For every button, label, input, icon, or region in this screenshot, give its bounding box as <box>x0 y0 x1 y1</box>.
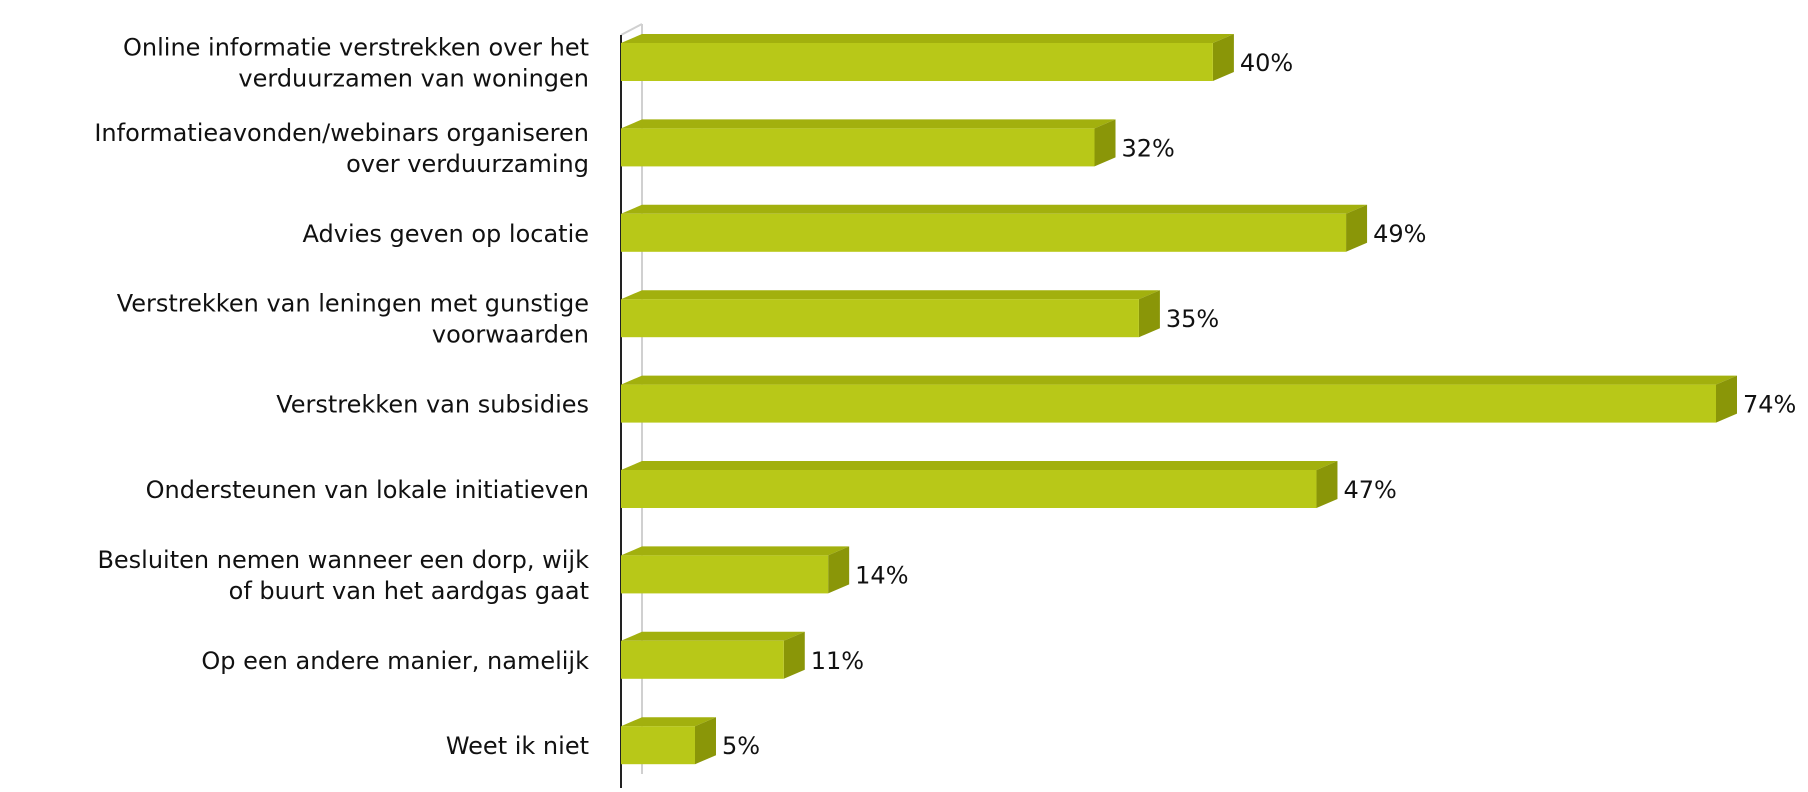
category-label: Verstrekken van subsidies <box>276 391 589 419</box>
category-label: verduurzamen van woningen <box>238 65 589 93</box>
bar-top-face <box>621 290 1160 300</box>
bar <box>621 299 1139 338</box>
data-label: 49% <box>1373 220 1426 248</box>
bar <box>621 384 1716 423</box>
bar-side-face <box>828 546 850 594</box>
category-label: Ondersteunen van lokale initiatieven <box>146 476 589 504</box>
data-label: 14% <box>855 561 908 589</box>
bar-top-face <box>621 631 805 641</box>
bar-top-face <box>621 461 1338 470</box>
bar-top-face <box>621 717 716 727</box>
bar-side-face <box>1094 119 1116 167</box>
bar-side-face <box>694 717 716 765</box>
bar-group <box>621 204 1368 252</box>
category-label: Weet ik niet <box>446 732 589 760</box>
bar <box>621 213 1347 252</box>
bar <box>621 640 784 679</box>
category-label: of buurt van het aardgas gaat <box>229 577 589 605</box>
data-label: 11% <box>811 647 864 675</box>
bar-group <box>621 717 716 765</box>
data-label: 5% <box>722 732 760 760</box>
category-label: Online informatie verstrekken over het <box>123 34 589 62</box>
bar-side-face <box>1138 290 1160 338</box>
category-label: Verstrekken van leningen met gunstige <box>117 290 589 318</box>
bar <box>621 470 1317 508</box>
bar-group <box>621 34 1234 81</box>
axis-top-edge <box>620 23 643 36</box>
category-label: over verduurzaming <box>346 150 589 178</box>
bar-top-face <box>621 546 850 556</box>
bar-group <box>621 119 1116 167</box>
bar-side-face <box>1716 375 1737 423</box>
data-label: 32% <box>1122 134 1175 162</box>
data-label: 40% <box>1240 49 1293 77</box>
bar-top-face <box>621 119 1116 129</box>
bar <box>621 555 829 594</box>
category-label: Besluiten nemen wanneer een dorp, wijk <box>97 546 589 574</box>
category-label: Advies geven op locatie <box>303 220 589 248</box>
bar-top-face <box>621 204 1368 214</box>
bar-top-face <box>621 375 1737 385</box>
bar <box>621 726 695 765</box>
bar-side-face <box>1316 461 1338 508</box>
category-label: Informatieavonden/webinars organiseren <box>94 119 589 147</box>
bar-group <box>621 290 1160 338</box>
category-label: Op een andere manier, namelijk <box>201 647 589 675</box>
bar-group <box>621 631 805 679</box>
data-label: 47% <box>1343 476 1396 504</box>
category-label: voorwaarden <box>432 321 589 349</box>
bar <box>621 43 1213 81</box>
bar <box>621 128 1095 167</box>
bar-side-face <box>783 631 805 679</box>
bar-side-face <box>1346 204 1368 252</box>
bar-group <box>621 461 1338 508</box>
bar-side-face <box>1212 34 1234 81</box>
bar-group <box>621 375 1737 423</box>
bar-top-face <box>621 34 1234 43</box>
bar-group <box>621 546 850 594</box>
data-label: 35% <box>1166 305 1219 333</box>
data-label: 74% <box>1743 391 1796 419</box>
